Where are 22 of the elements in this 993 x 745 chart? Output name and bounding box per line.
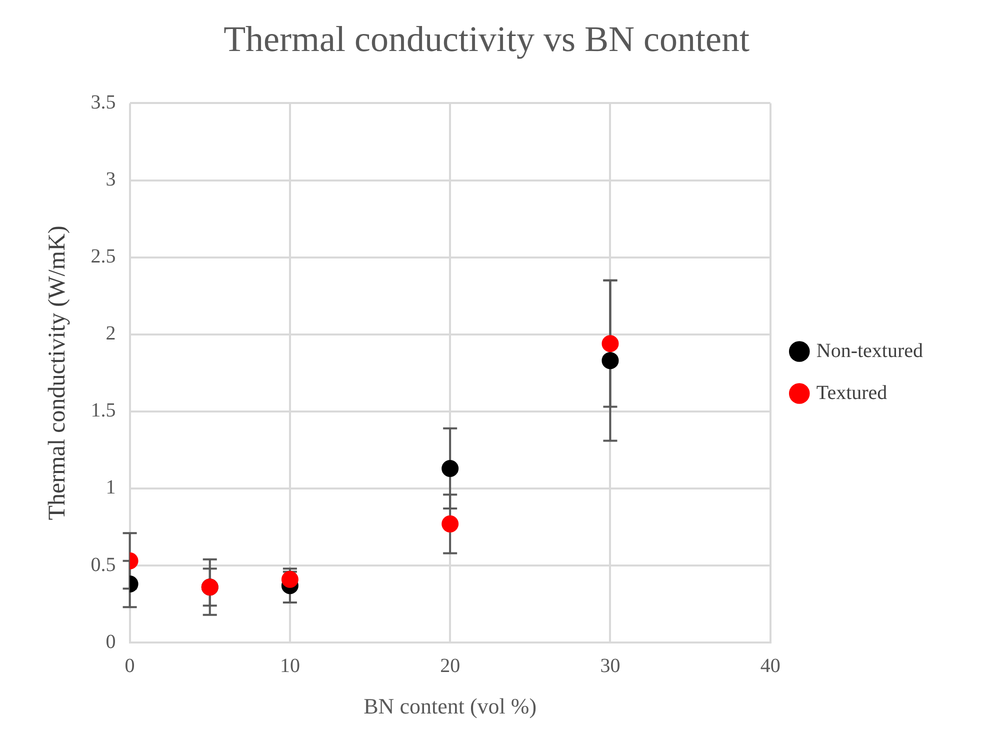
- y-tick-label: 1.5: [90, 400, 116, 422]
- y-tick-label: 2: [106, 322, 116, 345]
- point: [602, 352, 619, 370]
- y-tick-label: 0.5: [90, 554, 116, 576]
- point: [442, 515, 459, 532]
- y-tick-label: 3: [106, 168, 116, 191]
- x-axis-title: BN content (vol %): [364, 694, 537, 719]
- x-tick-label: 20: [440, 654, 460, 677]
- x-tick-label: 30: [600, 654, 620, 677]
- x-tick-label: 10: [280, 654, 300, 677]
- x-tick-label: 40: [760, 654, 780, 677]
- y-tick-label: 0: [106, 630, 116, 653]
- y-tick-label: 3.5: [90, 91, 116, 114]
- x-tick-label: 0: [124, 654, 135, 677]
- chart-title: Thermal conductivity vs BN content: [224, 19, 750, 60]
- point: [602, 335, 619, 352]
- point: [442, 460, 459, 477]
- legend-label: Textured: [816, 382, 888, 404]
- y-tick-label: 1: [106, 476, 116, 499]
- y-axis-title: Thermal conductivity (W/mK): [44, 226, 71, 520]
- y-tick-label: 2.5: [90, 246, 116, 268]
- legend-label: Non-textured: [816, 340, 924, 362]
